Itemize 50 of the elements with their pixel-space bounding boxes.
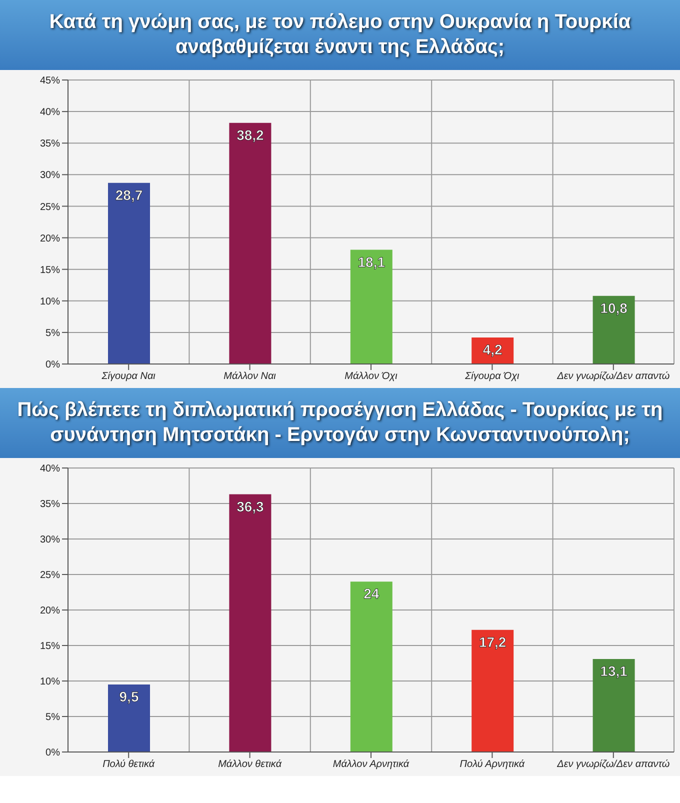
x-tick-label: Δεν γνωρίζω/Δεν απαντώ xyxy=(556,371,670,382)
y-tick-label: 35% xyxy=(40,138,60,150)
bar xyxy=(592,296,635,364)
x-tick-label: Δεν γνωρίζω/Δεν απαντώ xyxy=(556,759,670,770)
x-tick-label: Πολύ Αρνητικά xyxy=(460,759,525,770)
bar xyxy=(229,494,272,752)
data-label: 9,5 xyxy=(119,688,139,705)
y-tick-label: 30% xyxy=(40,170,60,182)
data-label: 13,1 xyxy=(600,662,628,679)
x-tick-label: Μάλλον θετικά xyxy=(218,759,282,770)
data-label: 4,2 xyxy=(482,341,503,358)
y-tick-label: 25% xyxy=(40,202,60,213)
bar xyxy=(350,250,392,364)
data-label: 28,7 xyxy=(115,186,143,203)
y-tick-label: 5% xyxy=(46,328,60,339)
x-tick-label: Σίγουρα Όχι xyxy=(464,371,520,382)
bar xyxy=(229,122,272,364)
data-label: 36,3 xyxy=(236,498,264,514)
y-tick-label: 40% xyxy=(40,464,60,475)
y-tick-label: 45% xyxy=(40,76,60,87)
x-tick-label: Μάλλον Αρνητικά xyxy=(332,759,410,770)
data-label: 17,2 xyxy=(478,634,506,650)
bar xyxy=(592,658,635,752)
y-tick-label: 30% xyxy=(40,534,60,546)
y-tick-label: 5% xyxy=(46,712,60,724)
data-label: 18,1 xyxy=(358,254,386,270)
y-tick-label: 15% xyxy=(40,264,60,276)
bar xyxy=(108,684,150,752)
y-tick-label: 35% xyxy=(40,499,60,510)
y-tick-label: 40% xyxy=(40,107,60,118)
bar xyxy=(472,630,514,752)
y-tick-label: 15% xyxy=(40,641,60,652)
chart-title: Κατά τη γνώμη σας, με τον πόλεμο στην Ουκρανία η Τουρκία αναβαθμίζεται έναντι της Ελλάδας; xyxy=(48,10,632,60)
x-tick-label: Πολύ θετικά xyxy=(102,759,155,770)
data-label: 38,2 xyxy=(236,126,264,143)
y-tick-label: 10% xyxy=(40,296,60,308)
y-tick-label: 10% xyxy=(40,676,60,688)
bar xyxy=(350,582,392,752)
y-tick-label: 0% xyxy=(46,360,60,371)
x-tick-label: Μάλλον Όχι xyxy=(344,371,398,382)
y-tick-label: 25% xyxy=(40,570,60,582)
y-tick-label: 20% xyxy=(40,606,60,617)
data-label: 10,8 xyxy=(600,300,628,316)
x-tick-label: Σίγουρα Ναι xyxy=(100,371,156,382)
chart-title: Πώς βλέπετε τη διπλωματική προσέγγιση Ελλάδας - Τουρκίας με τη συνάντηση Μητσοτάκη - Ερντογάν στην Κωνσταντινούπολη; xyxy=(16,398,664,448)
y-tick-label: 20% xyxy=(40,233,60,244)
y-tick-label: 0% xyxy=(46,748,60,759)
data-label: 24 xyxy=(364,586,380,602)
x-tick-label: Μάλλον Ναι xyxy=(224,371,277,382)
bar xyxy=(108,182,150,364)
